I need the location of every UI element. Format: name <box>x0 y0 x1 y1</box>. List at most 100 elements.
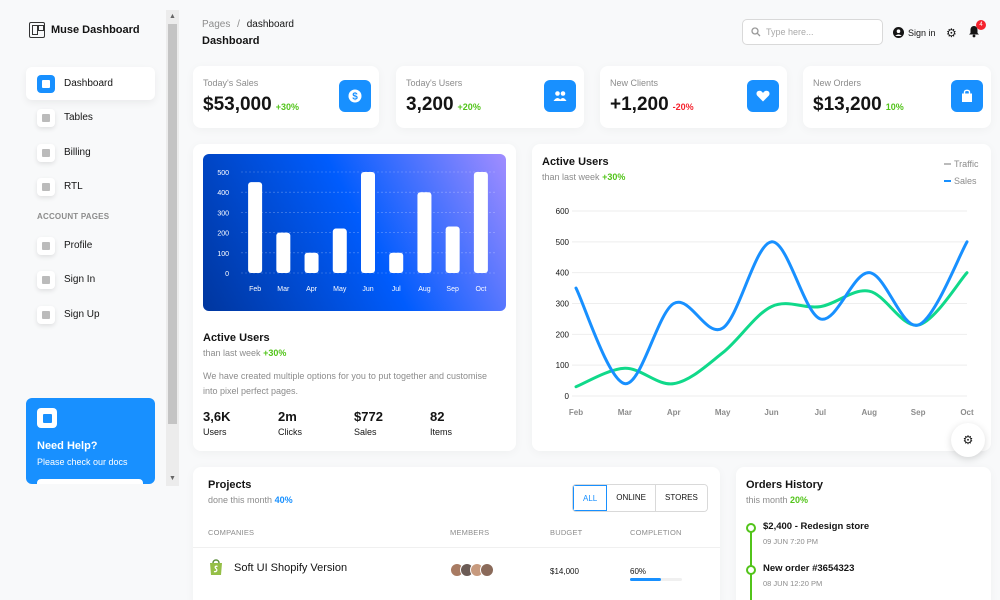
series-line-sales <box>574 240 969 386</box>
bar <box>389 252 404 273</box>
signin-icon <box>37 270 55 289</box>
stat-change: +20% <box>457 102 481 112</box>
y-tick-label: 600 <box>556 207 570 216</box>
flag-icon <box>37 177 55 196</box>
heart-icon <box>747 80 779 112</box>
y-tick-label: 300 <box>556 300 570 309</box>
card-title: Active Users <box>203 332 270 344</box>
card-title: Projects <box>208 479 252 491</box>
order-title[interactable]: $2,400 - Redesign store <box>763 521 870 532</box>
x-tick-label: Jul <box>815 408 827 417</box>
filter-all-button[interactable]: ALL <box>573 485 608 511</box>
sidebar-item-signin[interactable]: Sign In <box>26 263 155 296</box>
legend-sales: Sales <box>944 176 977 186</box>
sidebar-scrollbar[interactable]: ▲ ▼ <box>166 10 179 486</box>
y-tick-label: 200 <box>556 330 570 339</box>
stat-value: 3,200 +20% <box>406 94 481 115</box>
page-title: Dashboard <box>202 35 260 47</box>
sidebar-item-dashboard[interactable]: Dashboard <box>26 67 155 100</box>
bar <box>304 252 319 273</box>
stat-label: Today's Users <box>406 78 463 88</box>
bar <box>332 228 347 273</box>
filter-online-button[interactable]: ONLINE <box>607 485 657 511</box>
dashboard-icon <box>37 74 55 93</box>
stat-change: 10% <box>885 102 904 112</box>
stat-value: $13,200 10% <box>813 94 904 115</box>
card-subtitle: than last week +30% <box>542 172 626 182</box>
column-header-companies[interactable]: COMPANIES <box>208 528 255 537</box>
table-row-company[interactable]: Soft UI Shopify Version <box>234 562 348 574</box>
settings-gear-icon[interactable]: ⚙ <box>946 26 957 40</box>
order-title[interactable]: New order #3654323 <box>763 563 855 574</box>
search-box[interactable] <box>742 19 883 45</box>
mini-stat-clicks: 2m Clicks <box>278 409 302 437</box>
x-tick-label: Jul <box>392 286 401 293</box>
x-tick-label: May <box>715 408 731 417</box>
y-tick-label: 300 <box>217 210 229 217</box>
filter-stores-button[interactable]: STORES <box>656 485 707 511</box>
signin-label: Sign in <box>908 27 936 38</box>
sidebar-item-billing[interactable]: Billing <box>26 136 155 169</box>
search-input[interactable] <box>766 27 876 37</box>
y-tick-label: 100 <box>556 361 570 370</box>
bag-icon <box>951 80 983 112</box>
breadcrumb-separator: / <box>237 19 240 30</box>
scroll-thumb[interactable] <box>168 24 177 424</box>
x-tick-label: Aug <box>861 408 877 417</box>
progress-fill <box>630 578 662 581</box>
sidebar-item-label: Tables <box>64 112 93 123</box>
column-header-budget[interactable]: BUDGET <box>550 528 583 537</box>
settings-fab-gear-icon[interactable]: ⚙ <box>951 423 985 457</box>
sidebar: Muse Dashboard Dashboard Tables Billing … <box>0 0 166 600</box>
y-tick-label: 200 <box>217 231 229 238</box>
scroll-up-arrow-icon[interactable]: ▲ <box>169 13 176 20</box>
x-tick-label: Oct <box>960 408 974 417</box>
stat-label: New Clients <box>610 78 659 88</box>
signin-link[interactable]: Sign in <box>893 27 936 38</box>
sidebar-item-rtl[interactable]: RTL <box>26 170 155 203</box>
x-tick-label: Aug <box>418 286 431 293</box>
bar <box>417 192 432 273</box>
mini-stat-sales: $772 Sales <box>354 409 383 437</box>
column-header-completion[interactable]: COMPLETION <box>630 528 682 537</box>
notification-badge: 4 <box>976 20 986 30</box>
app-name: Muse Dashboard <box>51 24 140 36</box>
x-tick-label: Oct <box>475 286 486 293</box>
x-tick-label: Apr <box>667 408 681 417</box>
member-avatars <box>450 563 494 577</box>
legend-traffic: Traffic <box>944 159 979 169</box>
x-tick-label: Sep <box>911 408 926 417</box>
app-logo[interactable]: Muse Dashboard <box>29 22 140 38</box>
sidebar-item-signup[interactable]: Sign Up <box>26 298 155 331</box>
avatar[interactable] <box>480 563 494 577</box>
documentation-button[interactable] <box>37 479 143 484</box>
breadcrumb: Pages / dashboard <box>202 19 294 30</box>
sidebar-item-label: RTL <box>64 181 83 192</box>
y-tick-label: 500 <box>556 238 570 247</box>
sidebar-item-profile[interactable]: Profile <box>26 229 155 262</box>
billing-icon <box>37 143 55 162</box>
x-tick-label: Feb <box>569 408 583 417</box>
card-description: We have created multiple options for you… <box>203 371 487 396</box>
user-icon <box>893 27 904 38</box>
stat-card-users: Today's Users 3,200 +20% <box>396 66 584 128</box>
x-tick-label: Jun <box>764 408 778 417</box>
y-tick-label: 400 <box>556 269 570 278</box>
timeline-dot <box>746 523 756 533</box>
table-row-completion: 60% <box>630 567 647 576</box>
stat-value: +1,200 -20% <box>610 94 694 115</box>
sidebar-item-tables[interactable]: Tables <box>26 101 155 134</box>
scroll-down-arrow-icon[interactable]: ▼ <box>169 475 176 482</box>
breadcrumb-parent[interactable]: Pages <box>202 19 231 30</box>
x-tick-label: Mar <box>277 286 290 293</box>
order-date: 09 JUN 7:20 PM <box>763 537 819 546</box>
column-header-members[interactable]: MEMBERS <box>450 528 490 537</box>
mini-stat-users: 3,6K Users <box>203 409 231 437</box>
bar <box>276 232 291 273</box>
x-tick-label: Mar <box>618 408 632 417</box>
sidebar-item-label: Billing <box>64 147 91 158</box>
help-card: Need Help? Please check our docs <box>26 398 155 484</box>
card-title: Active Users <box>542 156 609 168</box>
x-tick-label: Jun <box>362 286 373 293</box>
x-tick-label: May <box>333 286 347 293</box>
